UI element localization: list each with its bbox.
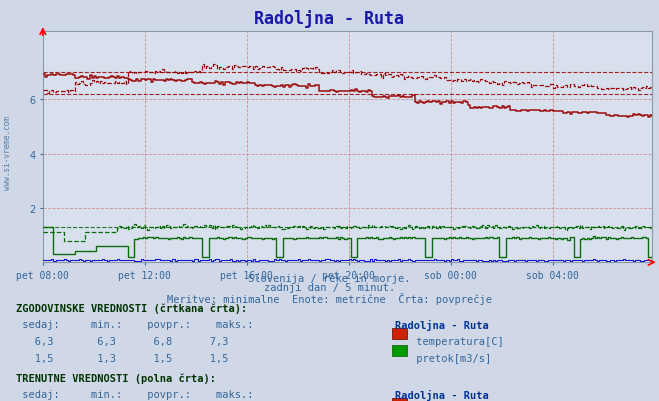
Text: Radoljna - Ruta: Radoljna - Ruta [395,320,489,330]
Text: Radoljna - Ruta: Radoljna - Ruta [254,10,405,28]
Text: Slovenija / reke in morje.: Slovenija / reke in morje. [248,273,411,284]
Text: ZGODOVINSKE VREDNOSTI (črtkana črta):: ZGODOVINSKE VREDNOSTI (črtkana črta): [16,303,248,313]
Text: Meritve: minimalne  Enote: metrične  Črta: povprečje: Meritve: minimalne Enote: metrične Črta:… [167,292,492,304]
Text: sedaj:     min.:    povpr.:    maks.:: sedaj: min.: povpr.: maks.: [16,389,254,399]
Text: temperatura[C]: temperatura[C] [410,336,503,346]
Text: Radoljna - Ruta: Radoljna - Ruta [395,389,489,400]
Text: pretok[m3/s]: pretok[m3/s] [410,353,491,363]
Text: TRENUTNE VREDNOSTI (polna črta):: TRENUTNE VREDNOSTI (polna črta): [16,373,216,383]
Text: 1,5       1,3      1,5      1,5: 1,5 1,3 1,5 1,5 [16,353,229,363]
Text: www.si-vreme.com: www.si-vreme.com [3,115,13,189]
Text: sedaj:     min.:    povpr.:    maks.:: sedaj: min.: povpr.: maks.: [16,320,254,330]
Text: 6,3       6,3      6,8      7,3: 6,3 6,3 6,8 7,3 [16,336,229,346]
Text: zadnji dan / 5 minut.: zadnji dan / 5 minut. [264,283,395,293]
